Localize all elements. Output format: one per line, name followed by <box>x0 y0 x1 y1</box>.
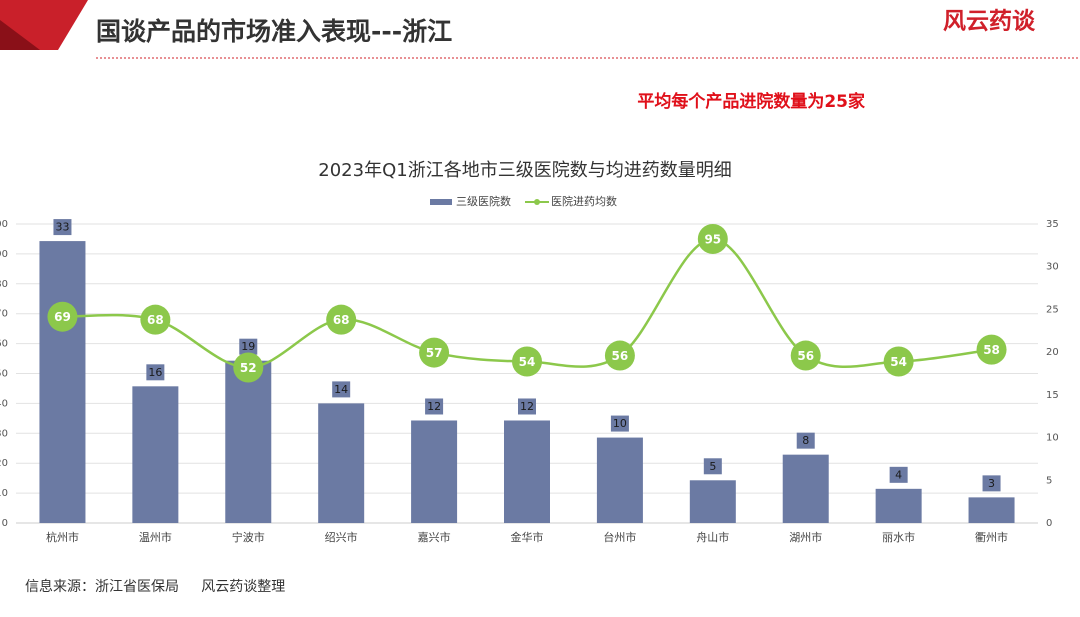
bar <box>318 403 365 523</box>
x-tick-label: 丽水市 <box>882 530 915 544</box>
bar-label: 16 <box>148 366 162 379</box>
bar <box>782 454 829 523</box>
bar-label: 5 <box>709 460 716 473</box>
y-tick-label: 80 <box>0 279 8 290</box>
line-point <box>140 304 171 335</box>
bar-label: 4 <box>895 468 902 481</box>
header-decor <box>0 20 40 50</box>
point-label: 95 <box>704 232 721 246</box>
bar-label-box <box>889 466 908 483</box>
point-label: 56 <box>612 349 629 363</box>
legend-label: 三级医院数 <box>456 194 511 208</box>
x-tick-label: 湖州市 <box>789 530 822 544</box>
line-point <box>47 301 78 332</box>
bar-label: 3 <box>988 477 995 490</box>
x-tick-label: 金华市 <box>511 530 544 544</box>
bar-label: 8 <box>802 434 809 447</box>
bar-label-box <box>425 398 444 415</box>
y2-tick-label: 10 <box>1046 433 1059 444</box>
bar <box>225 360 272 523</box>
y-tick-label: 30 <box>0 428 8 439</box>
y-tick-label: 40 <box>0 398 8 409</box>
y-tick-label: 60 <box>0 339 8 350</box>
y2-tick-label: 30 <box>1046 262 1059 273</box>
y-tick-label: 20 <box>0 458 8 469</box>
line-point <box>697 223 728 254</box>
bar-label-box <box>703 458 722 475</box>
line-point <box>604 340 635 371</box>
point-label: 54 <box>519 355 536 369</box>
point-label: 52 <box>240 361 257 375</box>
y-tick-label: 0 <box>2 518 8 529</box>
bar-label: 12 <box>427 400 441 413</box>
bar-label: 33 <box>55 221 69 234</box>
bar-label-box <box>518 398 536 415</box>
bar-label-box <box>53 219 72 236</box>
y2-tick-label: 25 <box>1046 304 1059 315</box>
bar-label: 19 <box>241 340 255 353</box>
legend-label: 医院进药均数 <box>551 194 617 208</box>
bar-label: 12 <box>520 400 534 413</box>
x-tick-label: 台州市 <box>603 530 636 544</box>
point-label: 68 <box>333 313 350 327</box>
y-tick-label: 100 <box>0 219 8 230</box>
point-label: 56 <box>797 349 814 363</box>
bar-label-box <box>146 364 165 381</box>
bar-label: 14 <box>334 383 348 396</box>
line-point <box>233 352 264 383</box>
line-point <box>790 340 821 371</box>
chart-title: 2023年Q1浙江各地市三级医院数与均进药数量明细 <box>318 160 731 181</box>
y-tick-label: 50 <box>0 369 8 380</box>
bar-label-box <box>239 338 258 355</box>
bar <box>875 488 922 523</box>
y2-tick-label: 15 <box>1046 390 1059 401</box>
line-point <box>512 346 542 377</box>
bar <box>596 437 643 523</box>
slide-title: 国谈产品的市场准入表现---浙江 <box>96 17 452 46</box>
point-label: 58 <box>983 343 1000 357</box>
y2-tick-label: 20 <box>1046 347 1059 358</box>
x-tick-label: 衢州市 <box>975 530 1008 544</box>
bar-label-box <box>796 432 815 449</box>
y2-tick-label: 35 <box>1046 219 1059 230</box>
bar <box>968 497 1015 523</box>
legend-swatch <box>534 199 540 205</box>
bar-label: 10 <box>613 417 627 430</box>
bar <box>689 480 736 523</box>
point-label: 68 <box>147 313 164 327</box>
line-point <box>976 334 1007 365</box>
y-tick-label: 10 <box>0 488 8 499</box>
bar <box>132 386 179 523</box>
bar <box>504 420 550 523</box>
bar-label-box <box>982 475 1001 492</box>
source: 信息来源：浙江省医保局 风云药谈整理 <box>25 578 285 595</box>
x-tick-label: 宁波市 <box>232 530 265 544</box>
bar <box>39 241 86 524</box>
y2-tick-label: 5 <box>1046 475 1052 486</box>
line-point <box>419 337 450 368</box>
brand: 风云药谈 <box>943 9 1036 35</box>
bar <box>411 420 458 523</box>
y2-tick-label: 0 <box>1046 518 1052 529</box>
line <box>62 237 992 369</box>
y-tick-label: 70 <box>0 309 8 320</box>
bar-label-box <box>610 415 629 432</box>
y-tick-label: 90 <box>0 249 8 260</box>
x-tick-label: 舟山市 <box>696 530 729 544</box>
point-label: 57 <box>426 346 443 360</box>
x-tick-label: 绍兴市 <box>325 530 358 544</box>
x-tick-label: 温州市 <box>139 530 172 544</box>
bar-label-box <box>332 381 351 398</box>
line-point <box>326 304 357 335</box>
x-tick-label: 嘉兴市 <box>418 530 451 544</box>
point-label: 69 <box>54 310 71 324</box>
highlight-note: 平均每个产品进院数量为25家 <box>637 91 865 112</box>
line-point <box>883 346 914 377</box>
legend-swatch <box>430 199 452 205</box>
point-label: 54 <box>890 355 907 369</box>
x-tick-label: 杭州市 <box>46 530 79 544</box>
